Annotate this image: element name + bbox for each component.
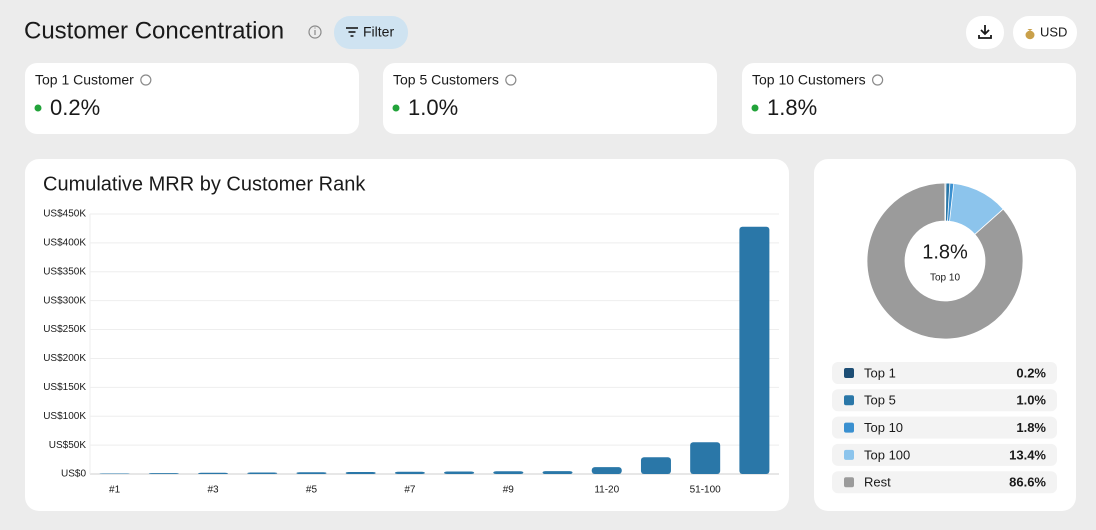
legend-value: 13.4% — [1009, 447, 1046, 462]
legend-row — [832, 471, 1057, 494]
y-tick-label: US$450K — [43, 209, 86, 220]
bar-chart-card — [25, 159, 789, 511]
bar — [198, 472, 229, 474]
legend-value: 1.8% — [1016, 420, 1046, 435]
kpi-value: 1.0% — [408, 95, 458, 120]
kpi-card — [742, 63, 1076, 134]
bar — [493, 471, 524, 474]
bar — [247, 472, 278, 474]
donut-segment — [944, 182, 1004, 235]
legend-swatch — [844, 395, 854, 406]
filter-label: Filter — [363, 24, 394, 40]
money-bag-icon — [1025, 29, 1035, 40]
legend-label: Top 10 — [864, 420, 903, 435]
legend-swatch — [844, 422, 854, 433]
legend-label: Top 1 — [864, 365, 896, 380]
legend-swatch — [844, 449, 854, 460]
download-icon — [978, 25, 992, 39]
bar — [394, 471, 425, 474]
legend-label: Rest — [864, 475, 891, 490]
kpi-label: Top 1 Customer — [35, 72, 134, 88]
info-icon — [872, 74, 884, 86]
kpi-card — [25, 63, 359, 134]
kpi-label: Top 5 Customers — [393, 72, 499, 88]
y-tick-label: US$50K — [49, 440, 87, 451]
legend-label: Top 100 — [864, 447, 910, 462]
currency-button[interactable] — [1013, 16, 1077, 49]
x-tick-label: #3 — [207, 485, 219, 496]
legend-value: 86.6% — [1009, 475, 1046, 490]
legend-row — [832, 416, 1057, 439]
donut-segment — [866, 182, 1024, 340]
legend-value: 0.2% — [1016, 365, 1046, 380]
x-tick-label: #5 — [306, 485, 318, 496]
legend-row — [832, 362, 1057, 384]
currency-label: USD — [1040, 24, 1067, 39]
y-tick-label: US$100K — [43, 411, 86, 422]
kpi-card — [383, 63, 717, 134]
status-dot — [34, 104, 42, 112]
legend-row — [832, 389, 1057, 412]
info-icon — [505, 74, 517, 86]
y-tick-label: US$250K — [43, 324, 86, 335]
status-dot — [751, 104, 759, 112]
legend-swatch — [844, 477, 854, 488]
y-tick-label: US$0 — [61, 469, 86, 480]
legend-row — [832, 443, 1057, 466]
status-dot — [392, 104, 400, 112]
donut-center-label: Top 10 — [930, 273, 960, 284]
page-title: Customer Concentration — [24, 17, 284, 44]
y-tick-label: US$150K — [43, 382, 86, 393]
chart-title: Cumulative MRR by Customer Rank — [43, 173, 366, 195]
bar — [542, 471, 573, 474]
x-tick-label: #7 — [404, 485, 416, 496]
legend-label: Top 5 — [864, 393, 896, 408]
y-tick-label: US$400K — [43, 238, 86, 249]
kpi-label: Top 10 Customers — [752, 72, 866, 88]
y-tick-label: US$300K — [43, 295, 86, 306]
bar — [591, 467, 622, 474]
donut-segment — [944, 182, 947, 222]
x-tick-label: #9 — [503, 485, 515, 496]
bar — [345, 471, 376, 474]
info-icon — [140, 74, 152, 86]
x-tick-label: #1 — [109, 485, 121, 496]
kpi-value: 1.8% — [767, 95, 817, 120]
bar — [444, 471, 475, 474]
x-tick-label: 11-20 — [594, 485, 619, 496]
bar — [690, 442, 721, 474]
filter-button[interactable] — [334, 16, 408, 49]
legend-swatch — [844, 368, 854, 378]
kpi-value: 0.2% — [50, 95, 100, 120]
bar — [296, 472, 327, 474]
legend-value: 1.0% — [1016, 393, 1046, 408]
filter-icon — [346, 27, 358, 37]
y-tick-label: US$200K — [43, 353, 86, 364]
info-icon — [308, 25, 322, 39]
y-tick-label: US$350K — [43, 266, 86, 277]
bar — [739, 226, 770, 474]
donut-center-value: 1.8% — [922, 241, 968, 263]
bar — [148, 473, 179, 474]
x-tick-label: 51-100 — [690, 485, 722, 496]
bar — [99, 473, 130, 474]
bar — [640, 457, 671, 474]
